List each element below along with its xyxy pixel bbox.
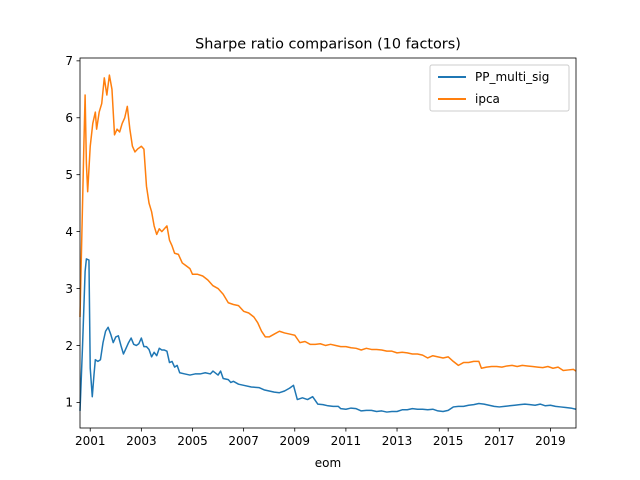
legend-label-pp-multi-sig: PP_multi_sig <box>475 70 549 84</box>
plot-frame <box>79 57 577 429</box>
y-tick-label: 5 <box>65 168 73 182</box>
x-tick-label: 2011 <box>331 434 362 448</box>
x-tick-label: 2003 <box>126 434 157 448</box>
y-tick-label: 1 <box>65 396 73 410</box>
x-tick-label: 2009 <box>279 434 310 448</box>
x-tick-label: 2015 <box>433 434 464 448</box>
series-line-pp-multi-sig <box>79 258 577 413</box>
x-tick-label: 2013 <box>382 434 413 448</box>
legend: PP_multi_sig ipca <box>429 64 570 112</box>
plot-lines <box>79 74 577 413</box>
y-tick-label: 6 <box>65 111 73 125</box>
tick-layer: 2001 2003 2005 2007 2009 2011 2013 2015 2017 2019… <box>65 54 565 448</box>
x-tick-label: 2005 <box>177 434 208 448</box>
x-tick-label: 2007 <box>228 434 259 448</box>
x-tick-label: 2001 <box>75 434 106 448</box>
chart-title: Sharpe ratio comparison (10 factors) <box>195 37 461 53</box>
x-tick-label: 2017 <box>484 434 515 448</box>
series-line-ipca <box>79 74 577 372</box>
x-tick-label: 2019 <box>535 434 566 448</box>
y-tick-label: 4 <box>65 225 73 239</box>
y-tick-label: 2 <box>65 339 73 353</box>
x-axis-label: eom <box>315 456 341 470</box>
y-tick-label: 7 <box>65 54 73 68</box>
y-tick-label: 3 <box>65 282 73 296</box>
legend-label-ipca: ipca <box>475 92 500 106</box>
